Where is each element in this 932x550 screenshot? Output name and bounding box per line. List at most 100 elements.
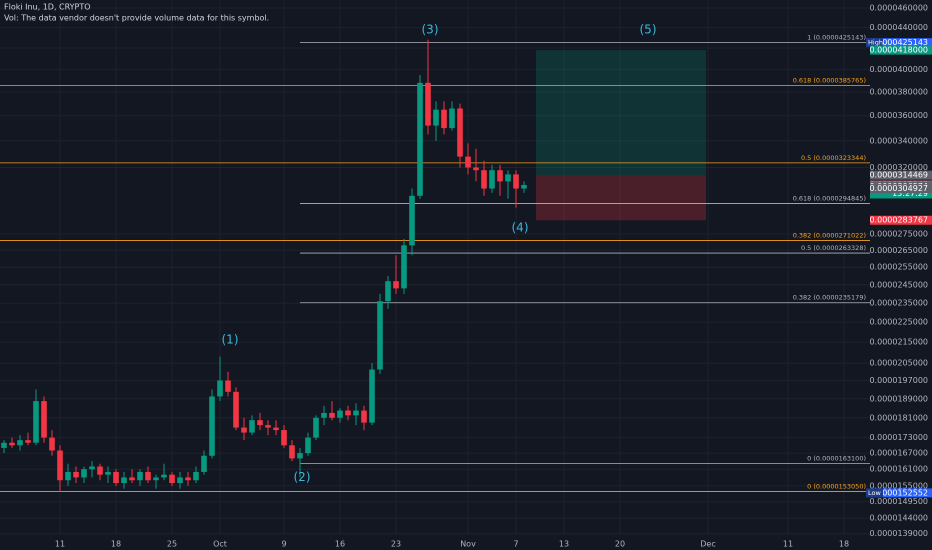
y-tick-label: 0.0000275000 xyxy=(869,230,928,239)
candle-body xyxy=(217,380,223,397)
candle-body xyxy=(489,170,495,189)
y-tick-label: 0.0000161000 xyxy=(869,465,928,474)
y-tick-label: 0.0000197000 xyxy=(869,376,928,385)
candle-body xyxy=(1,442,7,448)
y-tick-label: 0.0000225000 xyxy=(869,318,928,327)
candle-body xyxy=(265,425,271,428)
wave-label: (1) xyxy=(222,333,239,347)
price-tag-label: 0.0000314469 xyxy=(869,171,928,180)
fib-label: 0 (0.0000163100) xyxy=(807,455,866,463)
price-tag xyxy=(870,488,932,498)
candle-body xyxy=(361,410,367,423)
price-tag xyxy=(870,215,932,225)
fib-label: 1 (0.0000425143) xyxy=(807,34,866,42)
y-tick-label: 0.0000235000 xyxy=(869,299,928,308)
candle-body xyxy=(481,170,487,189)
candle-body xyxy=(201,455,207,472)
candle-body xyxy=(273,427,279,431)
candle-body xyxy=(153,477,159,481)
candle-body xyxy=(297,453,303,459)
y-tick-label: 0.0000265000 xyxy=(869,246,928,255)
candle-body xyxy=(449,108,455,129)
candle-body xyxy=(169,474,175,484)
candle-body xyxy=(473,167,479,171)
y-tick-label: 0.0000167000 xyxy=(869,449,928,458)
candle-body xyxy=(193,471,199,481)
fib-label: 0 (0.0000153050) xyxy=(807,482,866,490)
candle-body xyxy=(49,437,55,451)
candle-body xyxy=(89,466,95,470)
price-tag xyxy=(870,170,932,180)
candle-body xyxy=(401,245,407,289)
candle-body xyxy=(33,401,39,443)
candle-body xyxy=(121,477,127,484)
y-tick-label: 0.0000149500 xyxy=(869,497,928,506)
wave-label: (3) xyxy=(422,22,439,36)
candle-body xyxy=(393,281,399,289)
price-tag-label: 0.0000283767 xyxy=(869,216,928,225)
y-tick-label: 0.0000320000 xyxy=(869,163,928,172)
y-tick-label: 0.0000245000 xyxy=(869,280,928,289)
candle-body xyxy=(9,442,15,446)
candle-body xyxy=(57,450,63,481)
y-tick-label: 0.0000360000 xyxy=(869,111,928,120)
candle-body xyxy=(457,108,463,157)
y-tick-label: 0.0000255000 xyxy=(869,263,928,272)
y-tick-label: 0.0000380000 xyxy=(869,87,928,96)
x-tick-label: 13 xyxy=(559,540,569,549)
tag-title-box xyxy=(866,488,883,498)
fib-label: 0.5 (0.0000323344) xyxy=(801,154,866,162)
candle-body xyxy=(137,471,143,481)
x-tick-label: 11 xyxy=(783,540,793,549)
price-tag-label: 0.0000425143 xyxy=(869,38,928,47)
candle-body xyxy=(249,420,255,433)
price-axis xyxy=(870,0,932,550)
tag-title: Low xyxy=(868,489,881,497)
x-tick-label: Oct xyxy=(213,540,227,549)
candle-body xyxy=(505,174,511,182)
candle-body xyxy=(417,82,423,196)
countdown: 13:27:29 xyxy=(892,189,928,198)
candle-body xyxy=(513,174,519,189)
candle-body xyxy=(65,471,71,481)
candle-body xyxy=(409,195,415,246)
price-tag xyxy=(870,45,932,55)
x-tick-label: 18 xyxy=(839,540,849,549)
fib-label: 0.382 (0.0000235179) xyxy=(793,294,866,302)
candle-body xyxy=(289,445,295,459)
fib-label: 0.382 (0.0000271022) xyxy=(793,231,866,239)
loss-zone xyxy=(536,175,706,221)
tag-title: High xyxy=(868,39,883,47)
y-tick-label: 0.0000189000 xyxy=(869,394,928,403)
candle-body xyxy=(497,170,503,182)
y-tick-label: 0.0000144000 xyxy=(869,514,928,523)
wave-label: (4) xyxy=(512,221,529,235)
candle-body xyxy=(73,471,79,478)
profit-zone xyxy=(536,50,706,176)
candle-body xyxy=(345,410,351,416)
candle-body xyxy=(177,477,183,484)
x-tick-label: 25 xyxy=(167,540,177,549)
candle-body xyxy=(25,440,31,443)
candle-body xyxy=(97,466,103,475)
wave-label: (5) xyxy=(640,22,657,36)
candle-body xyxy=(321,412,327,418)
price-tag-label: 0.0000304927 xyxy=(869,184,928,193)
symbol: Floki Inu, 1D, CRYPTO xyxy=(4,3,91,12)
candle-body xyxy=(281,430,287,446)
y-tick-label: 0.0000155000 xyxy=(869,481,928,490)
x-tick-label: 16 xyxy=(335,540,345,549)
fib-label: 0.5 (0.0000263328) xyxy=(801,244,866,252)
x-tick-label: 9 xyxy=(281,540,286,549)
candle-body xyxy=(105,471,111,475)
price-tag xyxy=(870,184,932,194)
y-tick-label: 0.0000139000 xyxy=(869,529,928,538)
x-tick-label: Nov xyxy=(460,540,476,549)
y-tick-label: 0.0000215000 xyxy=(869,338,928,347)
x-tick-label: 23 xyxy=(391,540,401,549)
candle-body xyxy=(521,184,527,189)
y-tick-label: 0.0000340000 xyxy=(869,136,928,145)
fib-label: 0.618 (0.0000385765) xyxy=(793,76,866,84)
candle-body xyxy=(377,301,383,370)
